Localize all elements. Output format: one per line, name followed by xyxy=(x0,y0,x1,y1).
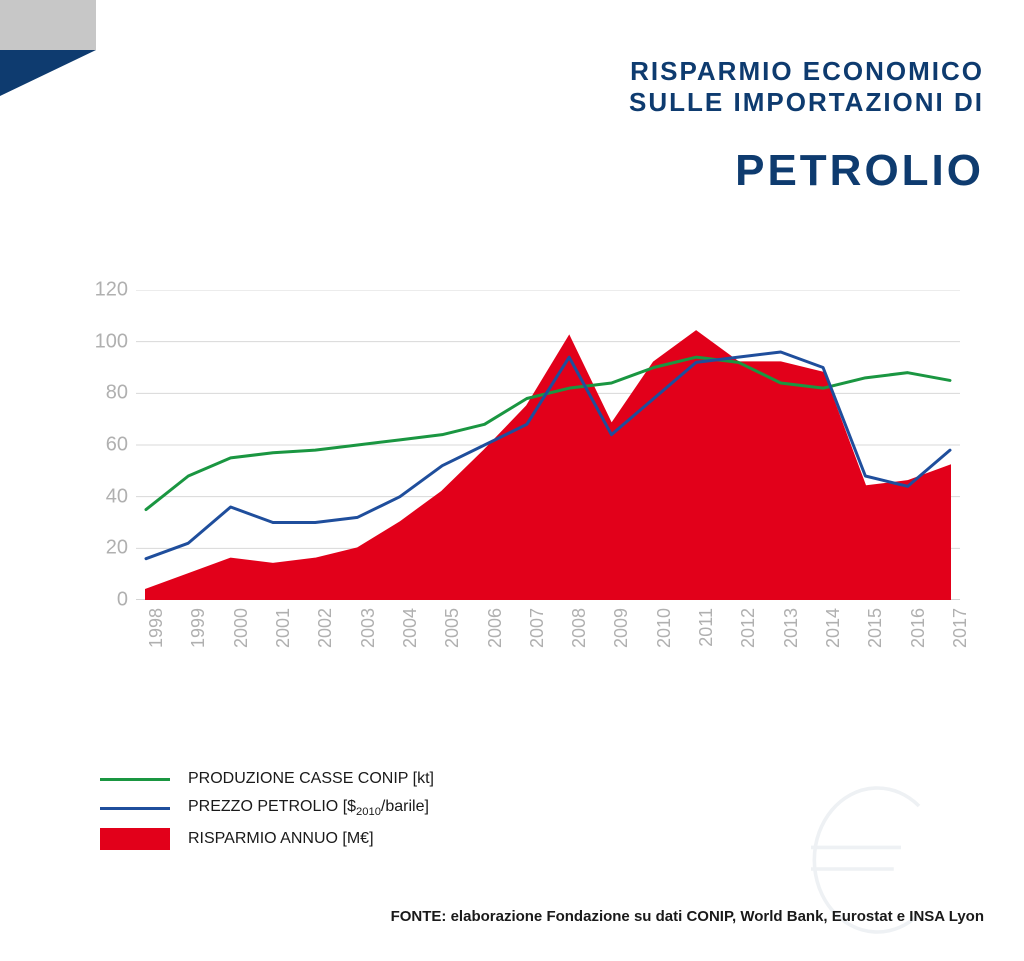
x-tick-label: 2014 xyxy=(823,608,844,648)
y-tick-label: 40 xyxy=(106,485,128,508)
series-risparmio-area xyxy=(146,331,950,600)
y-tick-label: 120 xyxy=(95,279,128,302)
x-tick-label: 2001 xyxy=(273,608,294,648)
title-big: PETROLIO xyxy=(629,146,984,196)
corner-decoration xyxy=(0,0,96,96)
y-axis: 020406080100120 xyxy=(80,290,136,600)
x-tick-label: 2017 xyxy=(950,608,971,648)
x-tick-label: 2000 xyxy=(231,608,252,648)
x-tick-label: 2011 xyxy=(696,608,717,647)
x-tick-label: 2003 xyxy=(358,608,379,648)
x-tick-label: 2004 xyxy=(400,608,421,648)
legend-label: PREZZO PETROLIO [$2010/barile] xyxy=(188,798,429,818)
y-tick-label: 0 xyxy=(117,589,128,612)
legend-item-produzione: PRODUZIONE CASSE CONIP [kt] xyxy=(100,770,434,788)
legend-item-risparmio: RISPARMIO ANNUO [M€] xyxy=(100,828,434,850)
x-tick-label: 2007 xyxy=(527,608,548,648)
legend-swatch xyxy=(100,828,170,850)
chart: 020406080100120 199819992000200120022003… xyxy=(80,290,960,690)
x-tick-label: 2012 xyxy=(738,608,759,648)
source-text: FONTE: elaborazione Fondazione su dati C… xyxy=(0,908,984,925)
title-line-2: SULLE IMPORTAZIONI DI xyxy=(629,87,984,118)
x-tick-label: 2013 xyxy=(781,608,802,648)
y-tick-label: 60 xyxy=(106,434,128,457)
y-tick-label: 80 xyxy=(106,382,128,405)
title-line-1: RISPARMIO ECONOMICO xyxy=(629,56,984,87)
x-tick-label: 2008 xyxy=(569,608,590,648)
legend-item-prezzo: PREZZO PETROLIO [$2010/barile] xyxy=(100,798,434,818)
x-tick-label: 2016 xyxy=(908,608,929,648)
x-axis: 1998 1999 2000 2001 2002 2003 2004 2005 2006 2007… xyxy=(136,608,960,688)
legend: PRODUZIONE CASSE CONIP [kt] PREZZO PETRO… xyxy=(100,770,434,860)
x-tick-label: 2010 xyxy=(654,608,675,648)
x-tick-label: 2006 xyxy=(485,608,506,648)
legend-swatch xyxy=(100,807,170,810)
plot-area xyxy=(136,290,960,600)
x-tick-label: 2015 xyxy=(865,608,886,648)
x-tick-label: 2005 xyxy=(442,608,463,648)
legend-swatch xyxy=(100,778,170,781)
x-tick-label: 2002 xyxy=(315,608,336,648)
page-title: RISPARMIO ECONOMICO SULLE IMPORTAZIONI D… xyxy=(629,56,984,196)
x-tick-label: 1999 xyxy=(188,608,209,648)
legend-label: PRODUZIONE CASSE CONIP [kt] xyxy=(188,770,434,788)
x-tick-label: 1998 xyxy=(146,608,167,648)
y-tick-label: 100 xyxy=(95,330,128,353)
legend-label: RISPARMIO ANNUO [M€] xyxy=(188,830,374,848)
x-tick-label: 2009 xyxy=(611,608,632,648)
y-tick-label: 20 xyxy=(106,537,128,560)
